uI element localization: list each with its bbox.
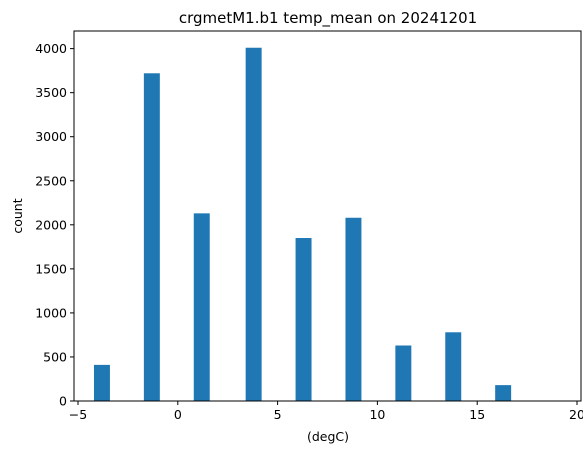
y-tick-label: 4000 — [35, 41, 67, 56]
y-tick-label: 1000 — [35, 305, 67, 320]
x-tick-label: 20 — [569, 407, 583, 422]
x-tick-label: 0 — [174, 407, 182, 422]
y-axis-ticks: 0 500 1000 1500 2000 2500 3000 3500 4000 — [35, 41, 74, 409]
y-tick-label: 1500 — [35, 261, 67, 276]
x-axis-ticks: −5 0 5 10 15 20 — [69, 401, 583, 422]
y-tick-label: 2500 — [35, 173, 67, 188]
chart-title: crgmetM1.b1 temp_mean on 20241201 — [179, 9, 477, 28]
y-tick-label: 500 — [43, 349, 67, 364]
y-tick-label: 3000 — [35, 129, 67, 144]
y-axis-label: count — [10, 198, 25, 233]
bars-group — [93, 47, 512, 402]
histogram-bar-1 — [143, 73, 160, 402]
histogram-bar-3 — [245, 47, 262, 401]
x-tick-label: 10 — [369, 407, 385, 422]
histogram-bar-4 — [295, 238, 312, 401]
histogram-bar-8 — [495, 385, 512, 401]
x-tick-label: 5 — [274, 407, 282, 422]
x-tick-label: −5 — [69, 407, 87, 422]
y-tick-label: 0 — [59, 394, 67, 409]
histogram-bar-5 — [345, 217, 362, 401]
x-axis-label: (degC) — [307, 429, 349, 444]
y-tick-label: 3500 — [35, 85, 67, 100]
histogram-bar-2 — [193, 213, 210, 401]
x-tick-label: 15 — [469, 407, 485, 422]
histogram-bar-0 — [93, 364, 110, 401]
histogram-bar-7 — [445, 332, 462, 401]
plot-frame — [73, 30, 582, 402]
histogram-bar-6 — [395, 345, 412, 401]
y-tick-label: 2000 — [35, 217, 67, 232]
